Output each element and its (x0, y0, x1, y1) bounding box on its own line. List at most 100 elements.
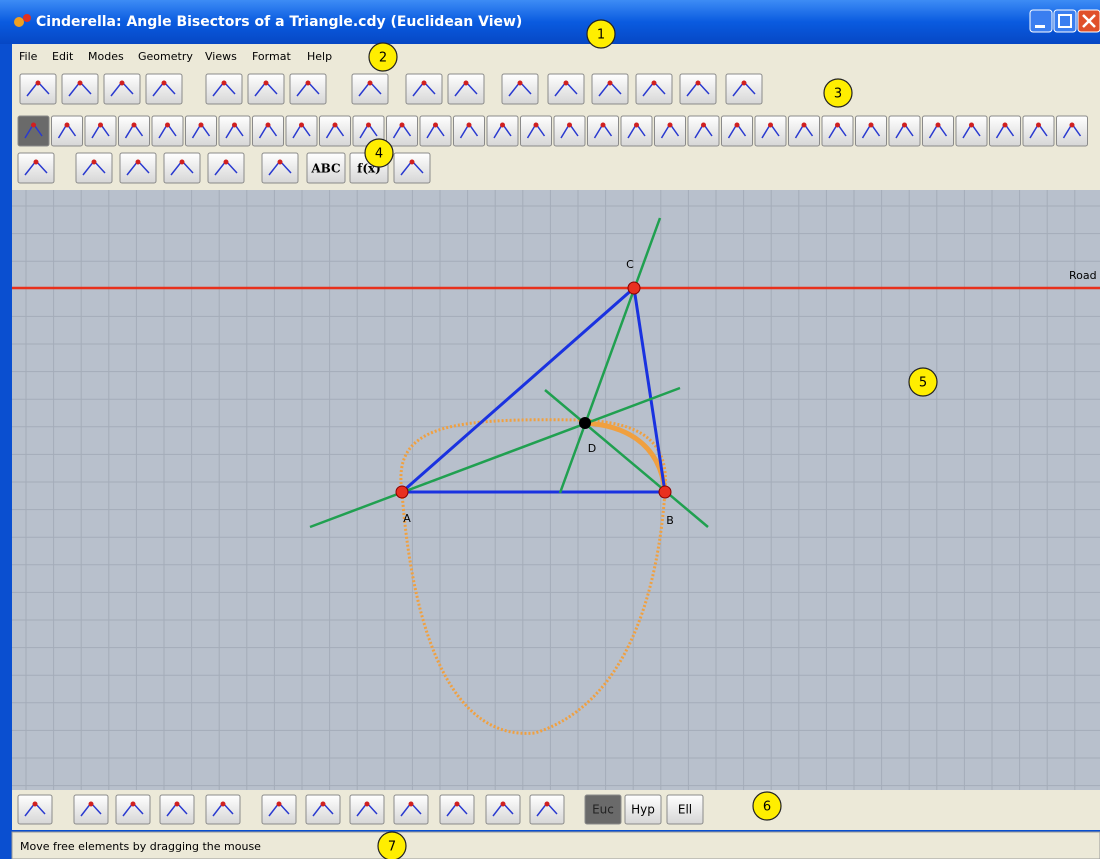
tool-button[interactable] (17, 115, 50, 147)
tool-button[interactable] (351, 73, 389, 105)
tool-button[interactable] (118, 115, 150, 147)
tool-button[interactable] (51, 115, 83, 147)
tool-button[interactable] (1056, 115, 1088, 147)
triangle (398, 285, 667, 494)
tool-button[interactable] (486, 115, 519, 147)
maximize-glyph (1058, 14, 1072, 28)
tool-button[interactable] (305, 794, 341, 825)
tool-button[interactable] (635, 73, 673, 105)
tool-button[interactable] (453, 115, 485, 147)
tool-button[interactable] (501, 73, 539, 105)
tool-button[interactable] (679, 73, 717, 105)
tool-button[interactable] (386, 115, 418, 147)
tool-button[interactable] (989, 115, 1021, 147)
app-icon (14, 17, 24, 27)
tool-button[interactable] (485, 794, 521, 825)
tool-button[interactable] (349, 794, 385, 825)
tool-button[interactable] (207, 152, 245, 184)
tool-button[interactable] (159, 794, 195, 825)
tool-button[interactable] (285, 115, 318, 147)
tool-button[interactable] (855, 115, 887, 147)
menu-item[interactable]: Format (252, 50, 291, 63)
tool-button[interactable] (306, 152, 346, 184)
view-button[interactable] (624, 794, 662, 825)
tool-button[interactable] (529, 794, 565, 825)
tool-button[interactable] (620, 115, 653, 147)
tool-button[interactable] (587, 115, 619, 147)
tool-button[interactable] (73, 794, 109, 825)
tool-button[interactable] (289, 73, 327, 105)
tool-button[interactable] (261, 794, 297, 825)
tool-button[interactable] (393, 152, 431, 184)
tool-button[interactable] (84, 115, 117, 147)
view-button[interactable] (666, 794, 704, 825)
app-icon (23, 14, 31, 22)
tool-icon (174, 801, 180, 807)
point[interactable] (658, 485, 672, 499)
tool-button[interactable] (821, 115, 854, 147)
tool-button[interactable] (218, 115, 251, 147)
tool-icon (91, 159, 97, 165)
tool-icon (517, 80, 523, 86)
tool-button[interactable] (145, 73, 183, 105)
view-button[interactable] (584, 794, 622, 825)
tool-button[interactable] (19, 73, 57, 105)
tool-button[interactable] (151, 115, 184, 147)
tool-button[interactable] (405, 73, 443, 105)
tool-button[interactable] (439, 794, 475, 825)
tool-button[interactable] (115, 794, 151, 825)
menu-item[interactable]: Geometry (138, 50, 193, 63)
tool-button[interactable] (687, 115, 720, 147)
tool-button[interactable] (61, 73, 99, 105)
tool-button[interactable] (721, 115, 753, 147)
tool-icon (768, 122, 773, 128)
tool-icon (263, 80, 269, 86)
tool-button[interactable] (955, 115, 988, 147)
tool-button[interactable] (163, 152, 201, 184)
tool-button[interactable] (447, 73, 485, 105)
tool-button[interactable] (725, 73, 763, 105)
tool-icon (399, 122, 405, 128)
menu-item[interactable]: File (19, 50, 38, 63)
minimize-button[interactable] (1029, 9, 1053, 33)
tool-button[interactable] (252, 115, 284, 147)
tool-button[interactable] (205, 73, 243, 105)
tool-button[interactable] (788, 115, 820, 147)
status-text: Move free elements by dragging the mouse (20, 840, 261, 853)
callout-number: 7 (388, 840, 396, 855)
tool-button[interactable] (205, 794, 241, 825)
maximize-button[interactable] (1053, 9, 1077, 33)
tool-button[interactable] (247, 73, 285, 105)
tool-button[interactable] (754, 115, 787, 147)
point[interactable] (395, 485, 409, 499)
tool-button[interactable] (261, 152, 299, 184)
menu-item[interactable]: Help (307, 50, 332, 63)
callout-number: 6 (763, 800, 771, 815)
menu-item[interactable]: Views (205, 50, 237, 63)
tool-icon (77, 80, 83, 86)
tool-button[interactable] (591, 73, 629, 105)
tool-button[interactable] (103, 73, 141, 105)
tool-button[interactable] (1022, 115, 1055, 147)
tool-button[interactable] (922, 115, 954, 147)
menu-item[interactable]: Modes (88, 50, 124, 63)
tool-icon (500, 122, 505, 128)
tool-button[interactable] (119, 152, 157, 184)
tool-button[interactable] (553, 115, 586, 147)
tool-icon (98, 122, 103, 128)
menu-item[interactable]: Edit (52, 50, 74, 63)
tool-button[interactable] (185, 115, 217, 147)
tool-button[interactable] (17, 794, 53, 825)
status-bar (11, 831, 1100, 859)
tool-button[interactable] (419, 115, 452, 147)
tool-button[interactable] (319, 115, 351, 147)
tool-button[interactable] (654, 115, 686, 147)
tool-icon (544, 801, 550, 807)
tool-button[interactable] (17, 152, 55, 184)
tool-button[interactable] (547, 73, 585, 105)
tool-button[interactable] (393, 794, 429, 825)
point[interactable] (627, 281, 641, 295)
tool-button[interactable] (888, 115, 921, 147)
tool-button[interactable] (75, 152, 113, 184)
tool-button[interactable] (520, 115, 552, 147)
